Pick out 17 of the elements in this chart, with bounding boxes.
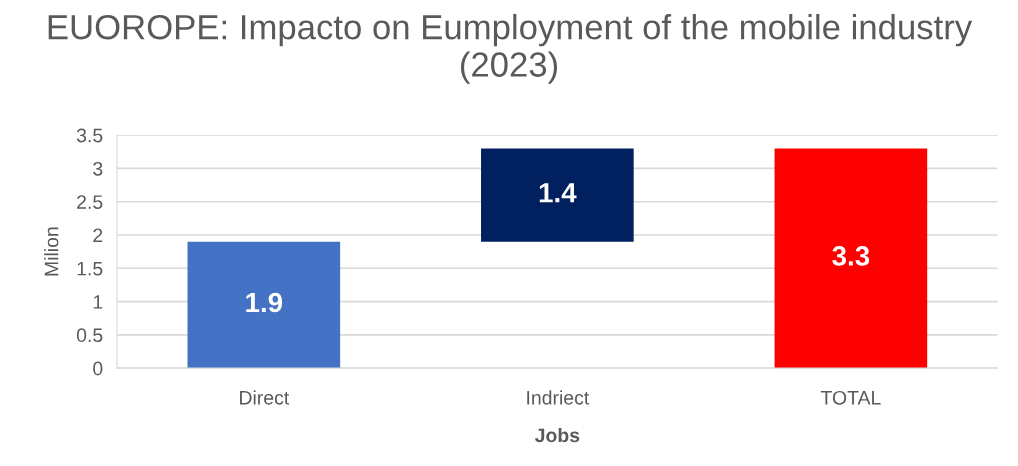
x-axis-title: Jobs bbox=[534, 427, 580, 443]
y-tick-label: 1 bbox=[93, 295, 103, 309]
data-label: 1.9 bbox=[246, 292, 283, 313]
y-tick-label: 1.5 bbox=[77, 261, 103, 276]
y-axis-title: Milion bbox=[44, 227, 59, 276]
chart-title: EUOROPE: Impacto on Eumployment of the mobile industry (2023) bbox=[48, 13, 973, 84]
x-tick-label: TOTAL bbox=[820, 390, 881, 405]
x-tick-label: Direct bbox=[240, 390, 290, 405]
y-tick-label: 3 bbox=[93, 161, 103, 176]
y-tick-label: 0.5 bbox=[76, 328, 103, 343]
data-label: 1.4 bbox=[539, 183, 577, 203]
y-tick-label: 2.5 bbox=[77, 195, 103, 209]
data-label: 3.3 bbox=[832, 246, 870, 266]
y-tick-label: 0 bbox=[93, 361, 103, 376]
y-tick-label: 3.5 bbox=[76, 128, 103, 143]
x-tick-label: Indriect bbox=[527, 390, 590, 405]
y-tick-label: 2 bbox=[93, 228, 103, 243]
